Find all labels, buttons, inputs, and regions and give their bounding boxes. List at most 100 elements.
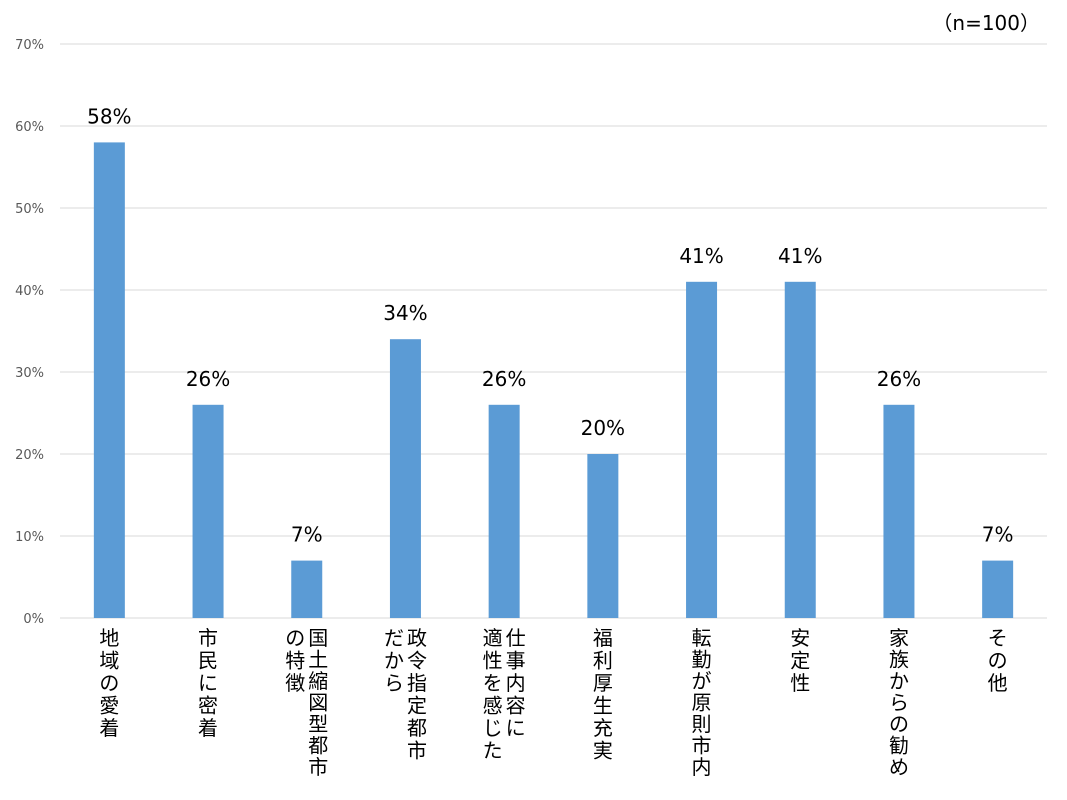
y-tick-label: 30% bbox=[15, 366, 44, 381]
category-label-char: だ bbox=[384, 626, 404, 650]
data-label: 58% bbox=[87, 104, 131, 128]
category-label-char: 福 bbox=[593, 626, 613, 650]
category-label-char: 地 bbox=[99, 626, 119, 650]
category-label-char: 家 bbox=[889, 626, 909, 650]
category-label-char: の bbox=[285, 626, 305, 650]
category-label-char: 適 bbox=[483, 626, 503, 650]
category-label-char: 利 bbox=[593, 649, 613, 673]
category-label-char: 内 bbox=[506, 671, 526, 695]
category-label-char: 民 bbox=[198, 649, 218, 673]
category-label-char: が bbox=[692, 669, 712, 693]
category-label-char: 図 bbox=[308, 691, 328, 715]
data-label: 7% bbox=[291, 523, 323, 547]
category-label-char: を bbox=[483, 671, 503, 695]
category-label-char: の bbox=[889, 712, 909, 736]
data-label: 20% bbox=[581, 416, 625, 440]
category-label-char: じ bbox=[483, 716, 503, 740]
bars bbox=[93, 142, 1014, 618]
bar bbox=[488, 404, 520, 618]
category-label-char: 域 bbox=[99, 649, 119, 673]
category-label-char: 性 bbox=[790, 671, 810, 695]
category-label-char: 愛 bbox=[99, 694, 119, 718]
data-label: 7% bbox=[982, 523, 1014, 547]
bar bbox=[587, 454, 619, 618]
category-labels: 地域の愛着市民に密着国土縮図型都市の特徴政令指定都市だから仕事内容に適性を感じた… bbox=[99, 626, 1007, 779]
bar bbox=[982, 560, 1014, 618]
category-label-char: 容 bbox=[506, 694, 526, 718]
category-label-char: 実 bbox=[593, 739, 613, 763]
y-tick-label: 50% bbox=[15, 202, 44, 217]
category-label-char: 生 bbox=[593, 694, 613, 718]
category-label-char: 徴 bbox=[285, 671, 305, 695]
data-label: 41% bbox=[679, 244, 723, 268]
category-label-char: 事 bbox=[506, 649, 526, 673]
bar bbox=[883, 404, 915, 618]
category-label-char: 定 bbox=[407, 694, 427, 718]
data-labels: 58% 26% 7% 34% 26% 20% 41% 41% 26% 7% bbox=[87, 104, 1013, 546]
y-tick-label: 40% bbox=[15, 284, 44, 299]
category-label-char: 着 bbox=[99, 716, 119, 740]
y-axis-tick-labels: 0% 10% 20% 30% 40% 50% 60% 70% bbox=[15, 38, 44, 627]
data-label: 34% bbox=[383, 301, 427, 325]
category-label-char: 仕 bbox=[506, 626, 526, 650]
category-label-char: 市 bbox=[308, 755, 328, 779]
category-label-char: 土 bbox=[308, 648, 328, 672]
category-label-char: 着 bbox=[198, 716, 218, 740]
y-tick-label: 70% bbox=[15, 38, 44, 53]
data-label: 26% bbox=[482, 367, 526, 391]
category-label-char: め bbox=[889, 755, 909, 779]
category-label-char: 則 bbox=[692, 712, 712, 736]
category-label-char: 転 bbox=[692, 626, 712, 650]
category-label-char: の bbox=[988, 649, 1008, 673]
bar bbox=[93, 142, 125, 618]
category-label-char: 密 bbox=[198, 694, 218, 718]
category-label-char: 都 bbox=[308, 734, 328, 758]
data-label: 26% bbox=[186, 367, 230, 391]
bar bbox=[784, 281, 816, 618]
category-label-char: そ bbox=[988, 626, 1008, 650]
category-label-char: 原 bbox=[692, 691, 712, 715]
category-label-char: 縮 bbox=[308, 669, 328, 693]
bar bbox=[389, 339, 421, 618]
category-label-char: ら bbox=[384, 671, 404, 695]
category-label-char: 内 bbox=[692, 755, 712, 779]
category-label: その他 bbox=[988, 626, 1008, 695]
category-label-char: 政 bbox=[407, 626, 427, 650]
y-tick-label: 60% bbox=[15, 120, 44, 135]
bar bbox=[291, 560, 323, 618]
category-label-char: 定 bbox=[790, 649, 810, 673]
category-label-char: 感 bbox=[483, 694, 503, 718]
category-label-char: た bbox=[483, 739, 503, 763]
category-label-char: 厚 bbox=[593, 671, 613, 695]
category-label-char: 型 bbox=[308, 712, 328, 736]
bar bbox=[192, 404, 224, 618]
category-label-char: 国 bbox=[308, 626, 328, 650]
category-label-char: 安 bbox=[790, 626, 810, 650]
category-label-char: 市 bbox=[407, 739, 427, 763]
category-label-char: 都 bbox=[407, 716, 427, 740]
category-label-char: 市 bbox=[198, 626, 218, 650]
category-label-char: 特 bbox=[285, 649, 305, 673]
category-label-char: ら bbox=[889, 691, 909, 715]
category-label-char: に bbox=[506, 716, 526, 740]
y-tick-label: 0% bbox=[23, 612, 44, 627]
category-label-char: 勧 bbox=[889, 734, 909, 758]
category-label-char: の bbox=[99, 671, 119, 695]
data-label: 41% bbox=[778, 244, 822, 268]
category-label-char: 指 bbox=[407, 671, 427, 695]
y-tick-label: 10% bbox=[15, 530, 44, 545]
category-label: 安定性 bbox=[790, 626, 810, 695]
category-label-char: 充 bbox=[593, 716, 613, 740]
gridlines bbox=[60, 43, 1047, 619]
category-label-char: 市 bbox=[692, 734, 712, 758]
category-label-char: 族 bbox=[889, 648, 909, 672]
category-label-char: に bbox=[198, 671, 218, 695]
